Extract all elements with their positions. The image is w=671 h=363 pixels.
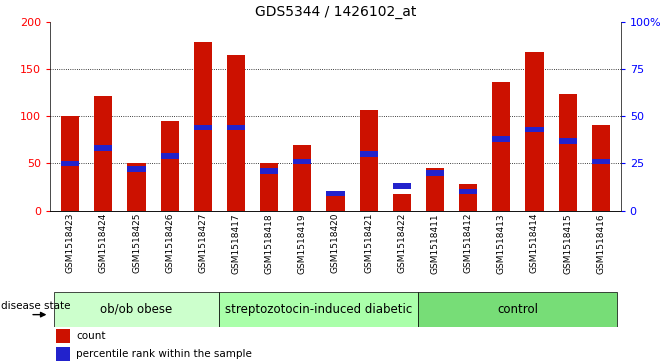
Text: GSM1518426: GSM1518426 — [165, 213, 174, 273]
Text: GSM1518423: GSM1518423 — [66, 213, 74, 273]
Bar — [56, 329, 70, 343]
Bar — [360, 110, 378, 211]
Text: ob/ob obese: ob/ob obese — [101, 303, 172, 316]
Bar — [54, 292, 219, 327]
Bar — [426, 170, 444, 176]
Text: GSM1518422: GSM1518422 — [397, 213, 407, 273]
Text: percentile rank within the sample: percentile rank within the sample — [76, 349, 252, 359]
Bar — [393, 193, 411, 211]
Bar — [558, 138, 577, 143]
Bar — [426, 168, 444, 211]
Text: GSM1518419: GSM1518419 — [298, 213, 307, 274]
Text: streptozotocin-induced diabetic: streptozotocin-induced diabetic — [225, 303, 413, 316]
Bar — [592, 159, 610, 164]
Title: GDS5344 / 1426102_at: GDS5344 / 1426102_at — [255, 5, 416, 19]
Bar — [61, 160, 79, 166]
Text: count: count — [76, 331, 105, 341]
Bar — [459, 184, 477, 211]
Text: GSM1518415: GSM1518415 — [563, 213, 572, 274]
Text: GSM1518421: GSM1518421 — [364, 213, 373, 273]
Bar — [260, 168, 278, 174]
Text: GSM1518425: GSM1518425 — [132, 213, 141, 273]
Bar — [525, 127, 544, 132]
Text: disease state: disease state — [1, 301, 70, 311]
Text: GSM1518413: GSM1518413 — [497, 213, 506, 274]
Text: GSM1518420: GSM1518420 — [331, 213, 340, 273]
Bar — [227, 125, 245, 130]
Text: control: control — [497, 303, 538, 316]
Text: GSM1518412: GSM1518412 — [464, 213, 472, 273]
Bar — [558, 94, 577, 211]
Bar — [194, 125, 212, 130]
Bar — [260, 163, 278, 211]
Text: GSM1518411: GSM1518411 — [431, 213, 440, 274]
Bar — [459, 189, 477, 195]
Bar — [219, 292, 419, 327]
Bar — [326, 193, 345, 211]
Bar — [360, 151, 378, 157]
Bar — [160, 121, 178, 211]
Bar — [194, 42, 212, 211]
Bar — [293, 159, 311, 164]
Bar — [326, 191, 345, 196]
Bar — [393, 183, 411, 189]
Bar — [127, 163, 146, 211]
Bar — [525, 52, 544, 211]
Text: GSM1518427: GSM1518427 — [199, 213, 207, 273]
Bar — [493, 136, 511, 142]
Text: GSM1518414: GSM1518414 — [530, 213, 539, 273]
Bar — [592, 125, 610, 211]
Text: GSM1518424: GSM1518424 — [99, 213, 108, 273]
Bar — [56, 347, 70, 361]
Bar — [293, 146, 311, 211]
Bar — [94, 96, 113, 211]
Text: GSM1518418: GSM1518418 — [264, 213, 274, 274]
Bar — [419, 292, 617, 327]
Text: GSM1518417: GSM1518417 — [231, 213, 240, 274]
Bar — [160, 153, 178, 159]
Bar — [94, 146, 113, 151]
Bar — [127, 166, 146, 172]
Bar — [61, 116, 79, 211]
Bar — [227, 55, 245, 211]
Text: GSM1518416: GSM1518416 — [597, 213, 605, 274]
Bar — [493, 82, 511, 211]
